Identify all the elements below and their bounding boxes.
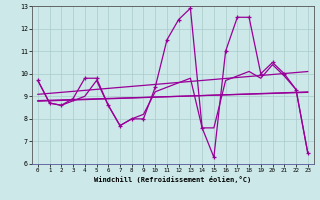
X-axis label: Windchill (Refroidissement éolien,°C): Windchill (Refroidissement éolien,°C) [94,176,252,183]
